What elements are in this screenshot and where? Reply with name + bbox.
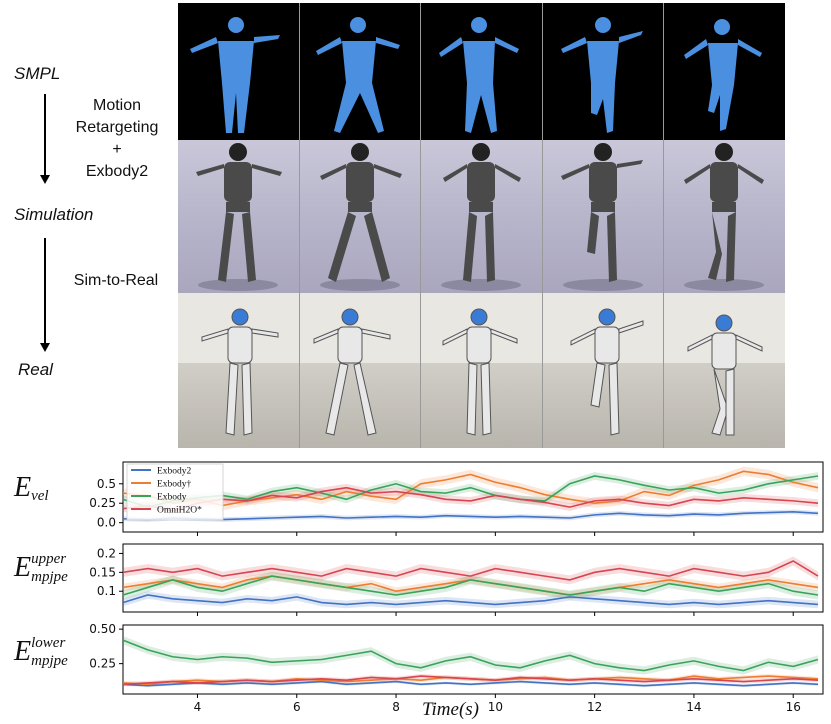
y-tick-label: 0.25 [89, 657, 116, 671]
series-line [123, 575, 819, 596]
real-frame [542, 293, 665, 448]
x-tick-label: 4 [194, 700, 202, 714]
plot-frame [122, 543, 824, 613]
series-band [123, 472, 819, 511]
series-line [123, 680, 819, 687]
real-frame [299, 293, 422, 448]
series-band [123, 591, 819, 609]
stage-label-real: Real [18, 360, 53, 379]
real-frame-row [178, 293, 785, 448]
series-band [123, 466, 819, 511]
y-tick-label: 0.0 [97, 516, 116, 530]
smpl-frame [664, 3, 785, 140]
y-tick-label: 0.50 [89, 622, 116, 636]
series-line [123, 594, 819, 606]
series-line [123, 560, 819, 581]
y-tick-label: 0.15 [89, 565, 116, 579]
y-tick-label: 0.1 [97, 584, 116, 598]
real-robot-figure [421, 293, 542, 436]
simulation-frame [542, 140, 665, 293]
smpl-frame [421, 3, 543, 140]
sim-robot-figure [196, 143, 282, 291]
smpl-frame [299, 3, 422, 140]
smpl-frame [542, 3, 665, 140]
simulation-frame [664, 140, 785, 293]
real-frame [178, 293, 300, 448]
legend-entry: Exbody2 [157, 467, 192, 477]
series-line [123, 675, 819, 686]
x-tick-label: 6 [293, 700, 301, 714]
series-band [123, 673, 819, 687]
step-line-4: Exbody2 [85, 163, 149, 180]
real-robot-figure [178, 293, 299, 436]
plot-frame [122, 624, 824, 695]
smpl-figure [439, 17, 520, 133]
step-line-3: + [112, 141, 122, 158]
simulation-frame-row [178, 140, 785, 293]
series-line [123, 575, 819, 596]
smpl-figure [684, 19, 763, 131]
simulation-frame [299, 140, 422, 293]
series-band [123, 556, 819, 585]
smpl-figure [560, 17, 643, 133]
xlabel-time: Time(s) [422, 699, 479, 720]
real-robot-figure [542, 293, 664, 436]
stage-label-simulation: Simulation [14, 205, 94, 224]
simulation-frame [178, 140, 300, 293]
simulation-frame [421, 140, 543, 293]
x-tick-label: 12 [587, 700, 602, 714]
step-line-1: Motion [92, 97, 142, 114]
step-line-2: Retargeting [75, 119, 159, 136]
legend-entry: OmniH2O* [157, 506, 202, 516]
legend-entry: Exbody† [157, 480, 192, 490]
y-tick-label: 0.5 [97, 477, 116, 491]
series-line [123, 639, 819, 672]
x-tick-label: 10 [488, 700, 503, 714]
series-line [123, 486, 819, 512]
arrow-smpl-to-sim [40, 94, 50, 184]
step-label-retargeting: Motion Retargeting + Exbody2 [62, 95, 172, 183]
sim-robot-figure [560, 143, 643, 291]
y-tick-label: 0.2 [97, 546, 116, 560]
plot-frame [122, 461, 824, 533]
y-tick-label: 0.25 [89, 496, 116, 510]
series-line [123, 510, 819, 521]
arrow-sim-to-real [40, 238, 50, 352]
x-tick-label: 16 [786, 700, 801, 714]
real-frame [421, 293, 543, 448]
smpl-frame [178, 3, 300, 140]
sim-robot-figure [441, 143, 522, 291]
series-band [123, 673, 819, 687]
series-band [123, 572, 819, 599]
step-label-sim-to-real: Sim-to-Real [73, 272, 159, 289]
series-line [123, 475, 819, 508]
x-tick-label: 8 [392, 700, 400, 714]
smpl-figure [190, 17, 280, 133]
ylabel-evel: Evel [14, 472, 49, 505]
smpl-figure [315, 17, 400, 133]
series-band [123, 483, 819, 515]
real-robot-figure [299, 293, 421, 436]
real-frame [664, 293, 785, 448]
stage-label-smpl: SMPL [14, 64, 61, 83]
series-band [123, 509, 819, 522]
real-robot-figure [664, 293, 785, 436]
series-line [123, 470, 819, 507]
sim-robot-figure [684, 143, 765, 291]
series-band [123, 571, 819, 600]
smpl-frame-row [178, 3, 785, 140]
legend-entry: Exbody [157, 493, 187, 503]
x-tick-label: 14 [686, 700, 701, 714]
series-band [123, 636, 819, 675]
series-line [123, 675, 819, 686]
series-band [123, 680, 819, 688]
legend-box [126, 463, 224, 521]
sim-robot-figure [319, 143, 402, 291]
